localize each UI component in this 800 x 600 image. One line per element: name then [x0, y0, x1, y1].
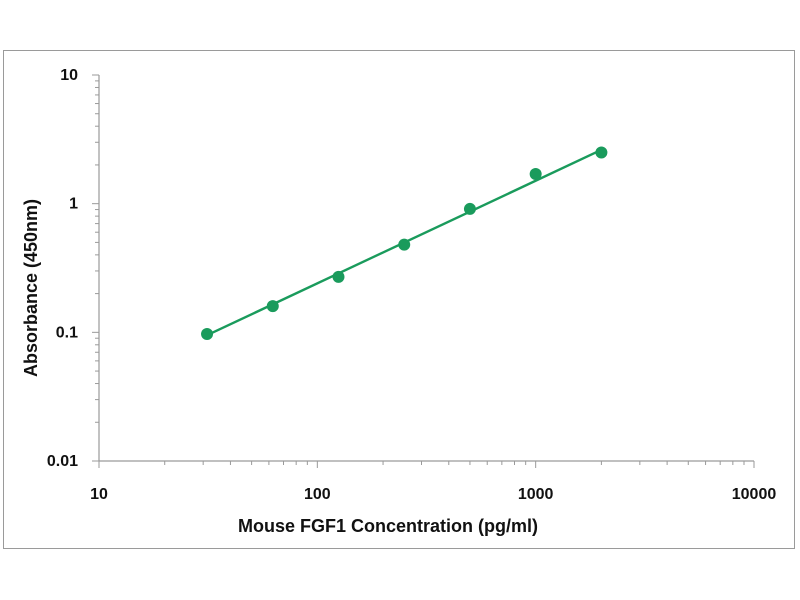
data-point — [332, 270, 345, 283]
y-tick-label: 10 — [60, 67, 78, 84]
x-axis-title: Mouse FGF1 Concentration (pg/ml) — [238, 516, 538, 536]
y-tick-label: 0.01 — [47, 453, 78, 470]
x-tick-label: 10 — [90, 486, 108, 503]
data-points — [201, 146, 608, 341]
x-tick-label: 10000 — [732, 486, 777, 503]
x-tick-label: 100 — [304, 486, 331, 503]
data-point — [266, 300, 279, 313]
y-axis-title: Absorbance (450nm) — [21, 199, 41, 377]
data-point — [201, 328, 214, 341]
data-point — [595, 146, 608, 159]
y-tick-label: 0.1 — [56, 324, 78, 341]
axes — [98, 75, 754, 462]
data-point — [463, 202, 476, 215]
chart-frame — [3, 50, 795, 549]
ticks — [92, 74, 755, 468]
x-tick-label: 1000 — [518, 486, 554, 503]
data-point — [529, 168, 542, 181]
y-tick-label: 1 — [69, 196, 78, 213]
data-point — [398, 238, 411, 251]
tick-labels: 10 100 1000 10000 0.01 0.1 1 10 — [47, 67, 776, 503]
